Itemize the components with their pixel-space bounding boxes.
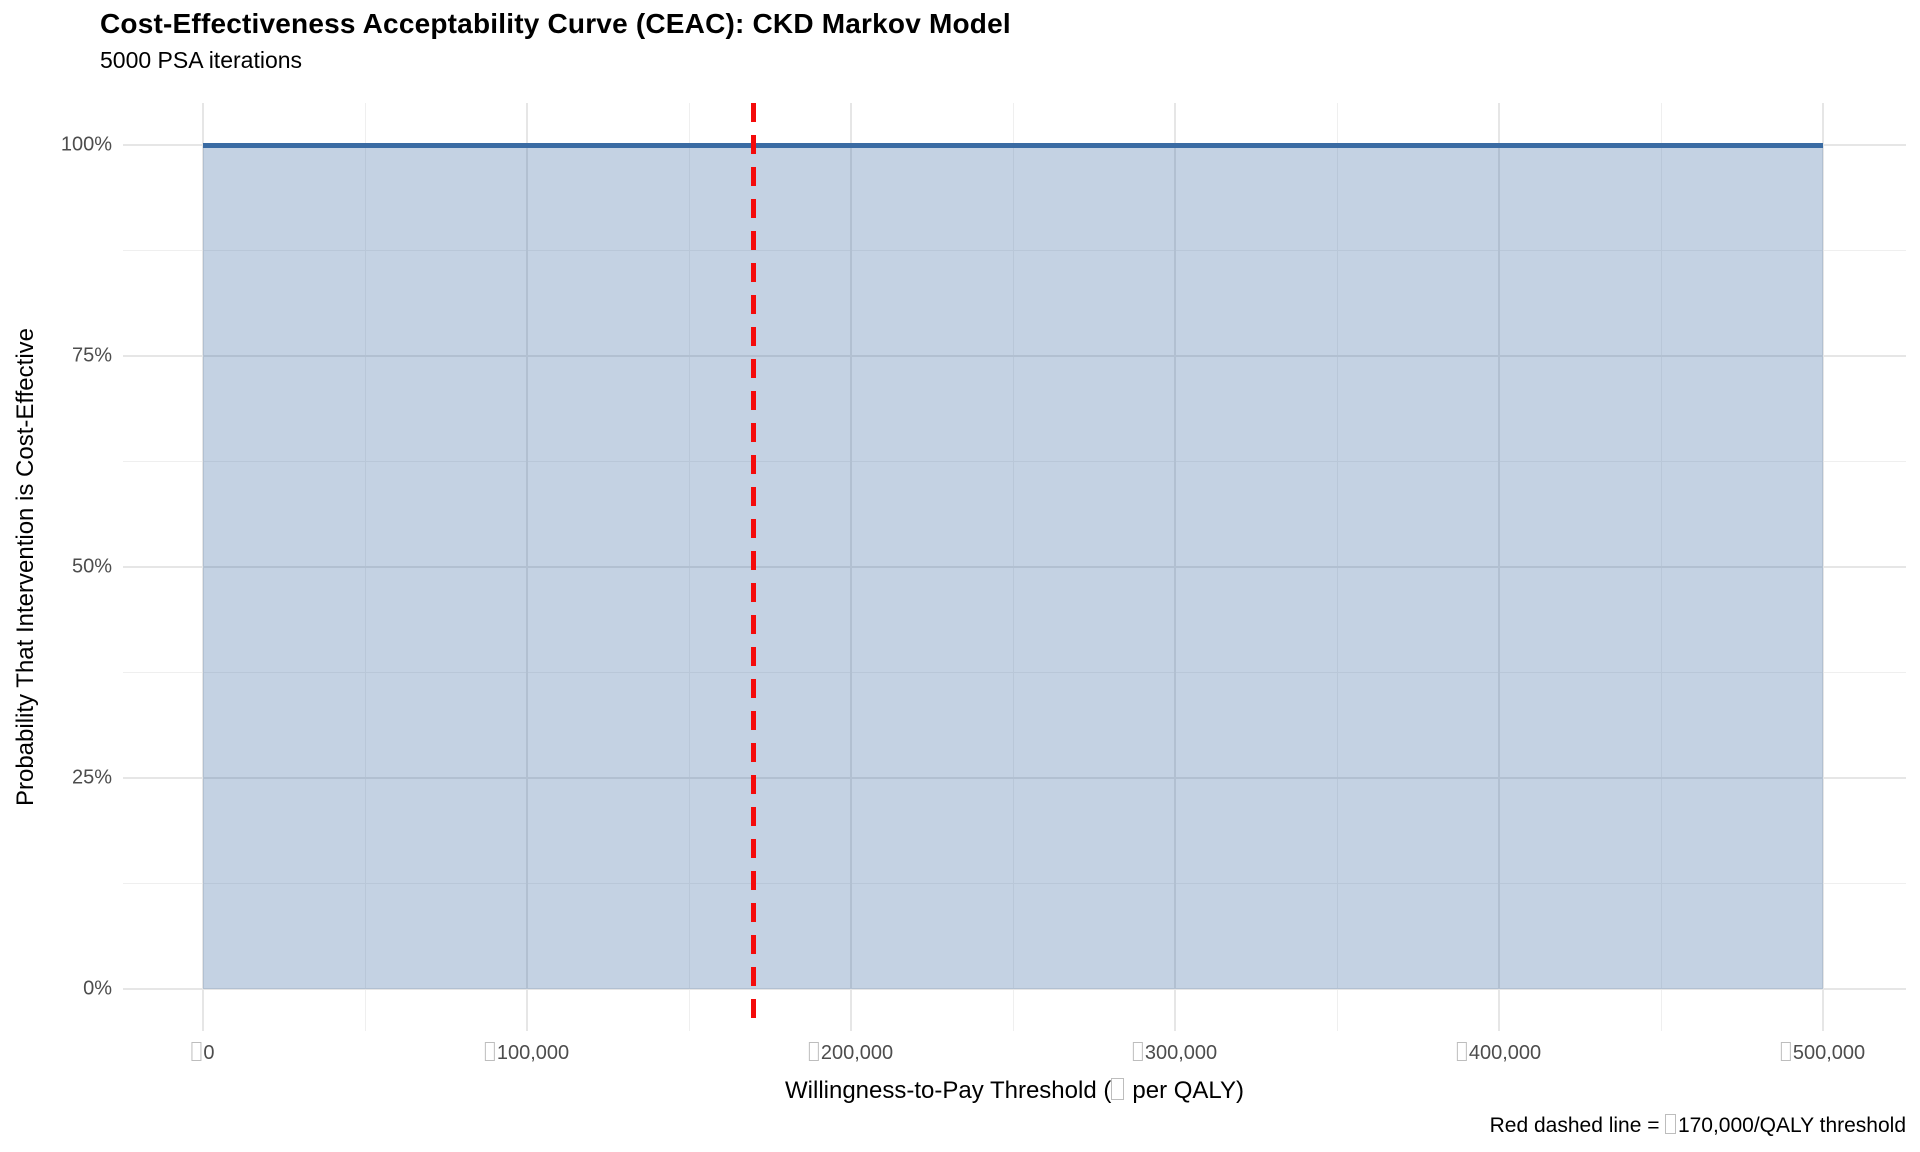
gridline-vertical-major [1822,103,1824,1031]
gridline-horizontal-major [123,988,1906,990]
gridline-horizontal-major [123,355,1906,357]
chart-caption: Red dashed line = 170,000/QALY threshold [1489,1114,1906,1137]
missing-glyph-box [808,1042,820,1061]
gridline-horizontal-minor [123,250,1906,251]
missing-glyph-box [1111,1077,1124,1100]
plot-panel [123,103,1906,1031]
x-tick-label: 300,000 [1132,1042,1217,1065]
missing-glyph-box [1456,1042,1468,1061]
y-tick-label: 100% [60,133,112,156]
y-tick-label: 50% [71,555,112,578]
missing-glyph-box [1132,1042,1144,1061]
missing-glyph-box [484,1042,496,1061]
y-tick-label: 0% [83,977,112,1000]
gridline-horizontal-minor [123,461,1906,462]
chart-title: Cost-Effectiveness Acceptability Curve (… [100,8,1011,39]
gridline-horizontal-minor [123,883,1906,884]
missing-glyph-box [1780,1042,1792,1061]
wtp-threshold-line [751,103,757,1031]
missing-glyph-box [191,1042,202,1061]
gridline-horizontal-major [123,777,1906,779]
y-tick-label: 75% [71,344,112,367]
y-axis-title: Probability That Intervention is Cost-Ef… [12,327,39,807]
missing-glyph-box [1665,1114,1677,1134]
gridline-vertical-major [526,103,528,1031]
ceac-area-fill [203,145,1823,989]
ceac-curve-line [203,142,1823,148]
x-tick-label: 200,000 [808,1042,893,1065]
y-tick-label: 25% [71,766,112,789]
gridline-vertical-major [850,103,852,1031]
x-tick-label: 500,000 [1780,1042,1865,1065]
chart-subtitle: 5000 PSA iterations [100,47,303,73]
gridline-horizontal-major [123,566,1906,568]
x-tick-label: 100,000 [484,1042,569,1065]
gridline-vertical-major [1174,103,1176,1031]
x-axis-title: Willingness-to-Pay Threshold ( per QALY) [785,1077,1244,1104]
gridline-vertical-major [202,103,204,1031]
x-tick-label: 400,000 [1456,1042,1541,1065]
gridline-horizontal-minor [123,672,1906,673]
x-tick-label: 0 [191,1042,215,1065]
gridline-vertical-major [1498,103,1500,1031]
